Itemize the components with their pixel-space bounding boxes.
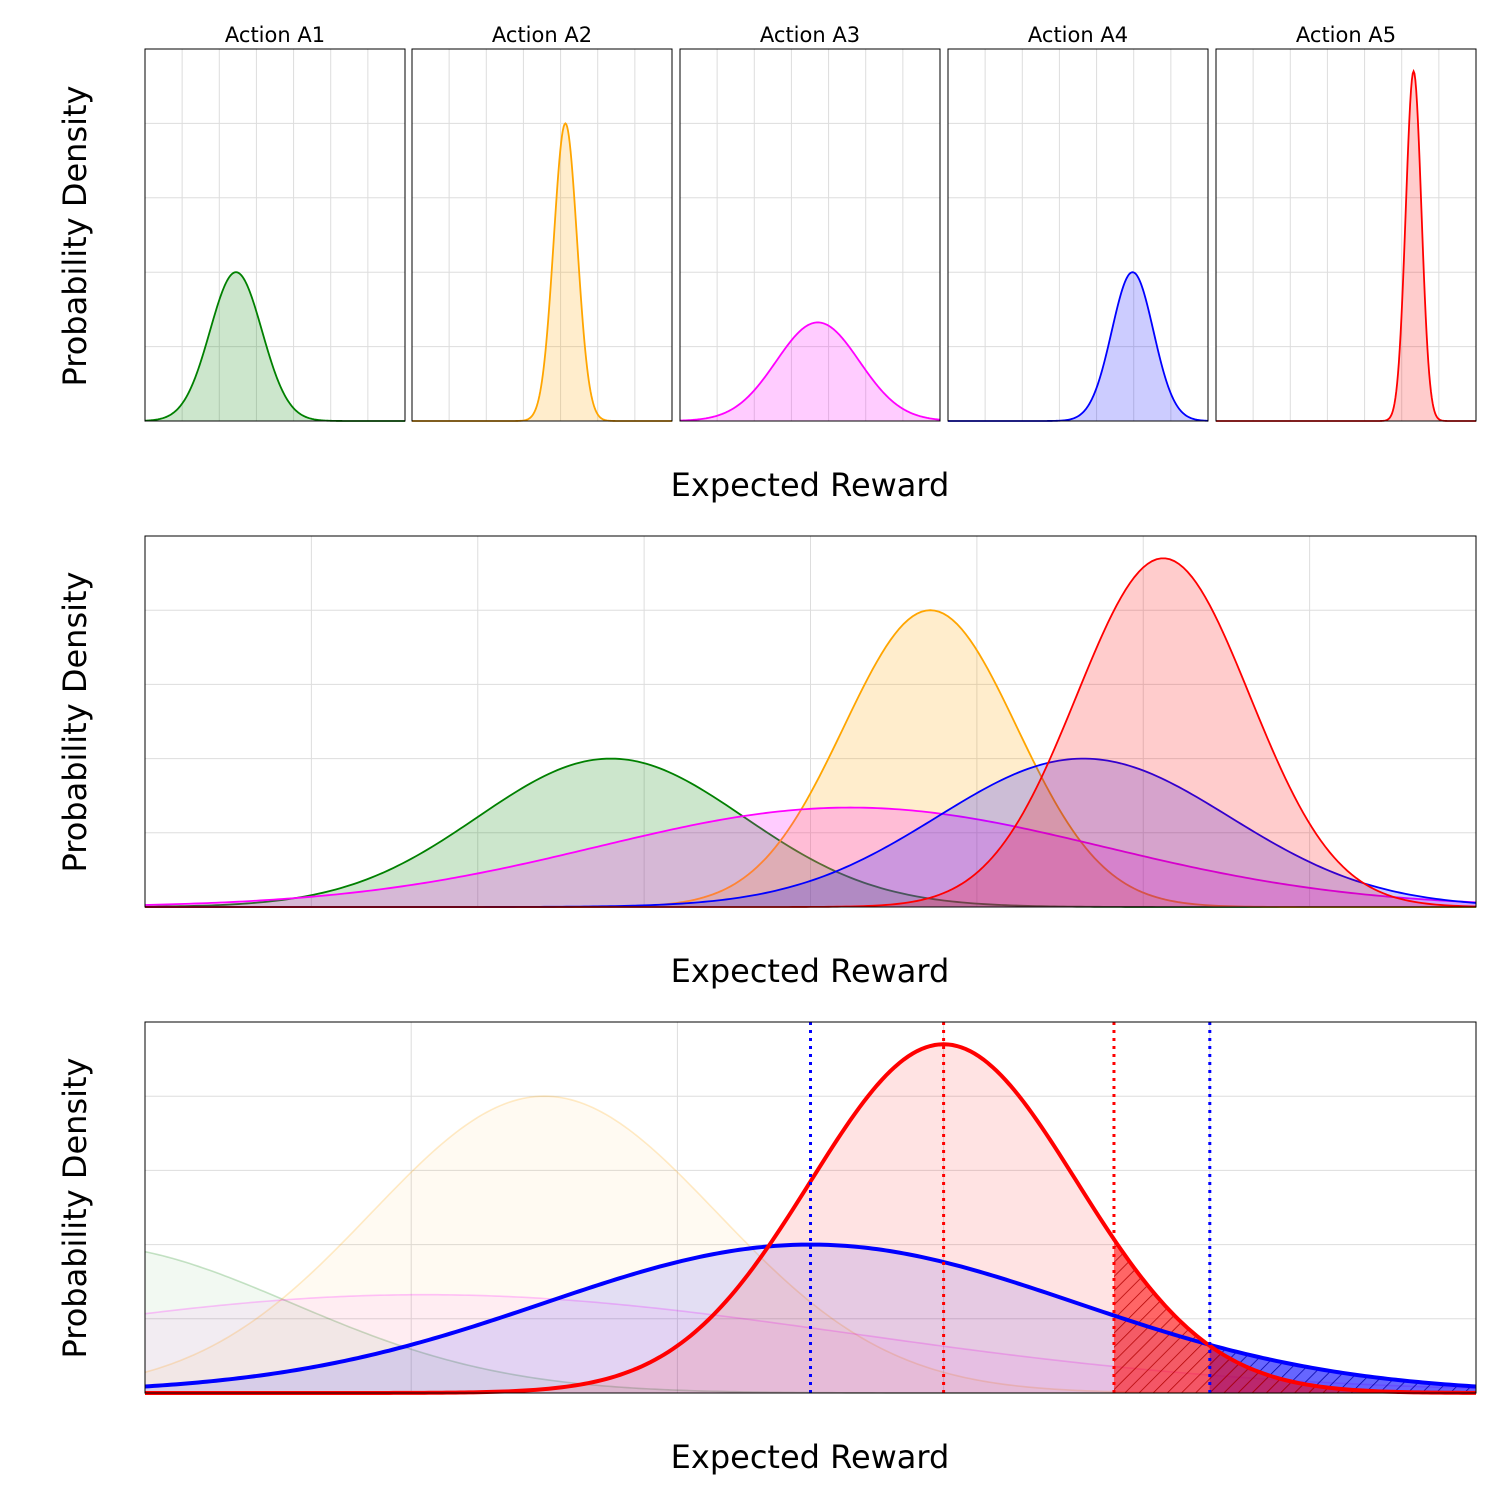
panel-2-series-1-area xyxy=(145,758,1476,907)
facet-a3-title: Action A3 xyxy=(760,23,860,47)
panel-2-ylabel: Probability Density xyxy=(56,572,94,873)
facet-3-density-area xyxy=(680,322,940,421)
panel-3-tail-A5 xyxy=(1113,1239,1476,1393)
panel-2-series-3-curve xyxy=(144,806,1477,906)
panel-1-facets: Probability Density Action A1 Action A2 … xyxy=(56,23,1477,504)
facet-3-frame xyxy=(679,48,941,422)
panel-2-series-2-area xyxy=(145,610,1476,907)
facet-2-grid xyxy=(412,49,672,421)
facet-a4-title: Action A4 xyxy=(1028,23,1128,47)
facet-a2-title: Action A2 xyxy=(492,23,592,47)
panel-2-series-4-area xyxy=(145,758,1476,907)
panel-2-series-3-area xyxy=(145,807,1476,907)
facet-2-frame xyxy=(411,48,673,422)
facet-5-grid xyxy=(1216,49,1476,421)
panel-3-faded-A1-area xyxy=(145,1251,1476,1393)
facet-a4: Action A4 xyxy=(947,23,1209,422)
facet-3-density-curve xyxy=(679,321,941,422)
facet-a1: Action A1 xyxy=(144,23,406,422)
panel-2-frame xyxy=(144,535,1477,908)
facet-5-frame xyxy=(1215,48,1477,422)
panel-3-curve-A4 xyxy=(144,1242,1477,1389)
facet-5-density-area xyxy=(1216,71,1476,421)
facet-a5-title: Action A5 xyxy=(1296,23,1396,47)
facet-a3: Action A3 xyxy=(679,23,941,422)
panel-2-series-5-area xyxy=(145,558,1476,907)
facet-1-frame xyxy=(144,48,406,422)
facet-1-grid xyxy=(145,49,405,421)
panel-2-xlabel: Expected Reward xyxy=(671,952,950,990)
panel-3-faded-A2-area xyxy=(145,1096,1476,1393)
panel-3-ylabel: Probability Density xyxy=(56,1058,94,1359)
panel-3-comparison: Probability Density Expected Reward xyxy=(56,1021,1477,1476)
panel-1-xlabel: Expected Reward xyxy=(671,466,950,504)
facet-3-grid xyxy=(680,49,940,421)
facet-4-frame xyxy=(947,48,1209,422)
facet-1-density-area xyxy=(145,272,405,421)
facet-a5: Action A5 xyxy=(1215,23,1477,422)
facet-a1-title: Action A1 xyxy=(225,23,325,47)
facet-4-density-area xyxy=(948,272,1208,421)
panel-2-overlay: Probability Density Expected Reward xyxy=(56,535,1477,990)
facet-4-grid xyxy=(948,49,1208,421)
panel-3-xlabel: Expected Reward xyxy=(671,1438,950,1476)
facet-a2: Action A2 xyxy=(411,23,673,422)
panel-1-ylabel: Probability Density xyxy=(56,86,94,387)
panel-3-frame xyxy=(144,1021,1477,1394)
